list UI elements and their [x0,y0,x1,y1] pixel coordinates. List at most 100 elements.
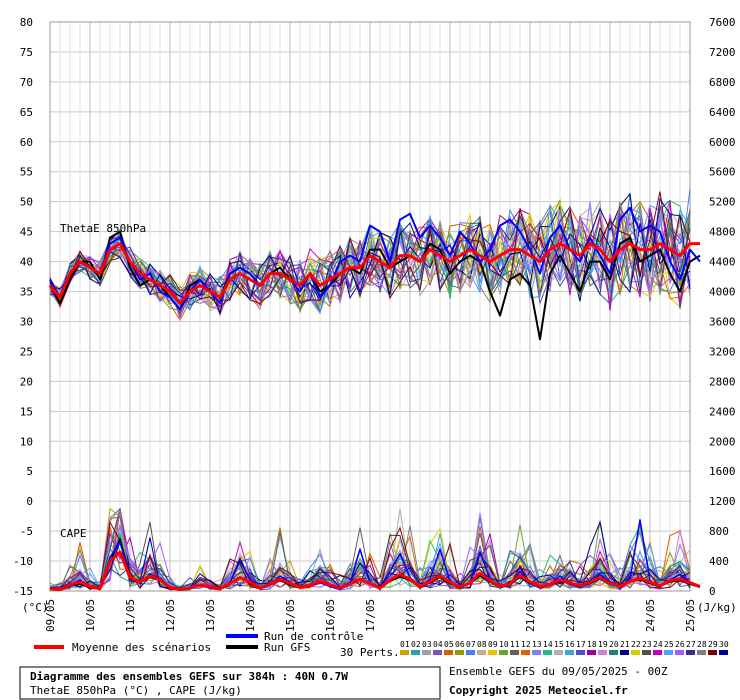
pert-number-label: 10 [499,640,509,649]
pert-color-swatch [609,650,618,655]
y-right-tick-label: 1600 [709,465,736,478]
pert-number-label: 04 [433,640,443,649]
y-right-tick-label: 2800 [709,375,736,388]
x-tick-label: 19/05 [444,599,457,632]
pert-number-label: 24 [653,640,663,649]
control-thetae-line [49,206,701,311]
pert-color-swatch [587,650,596,655]
pert-thetae-line [49,202,691,311]
pert-number-label: 26 [675,640,685,649]
pert-color-swatch [433,650,442,655]
title-box [19,666,441,700]
plot-frame [49,21,691,592]
y-left-tick-label: -5 [20,525,33,538]
pert-color-swatch [499,650,508,655]
pert-number-label: 13 [532,640,542,649]
y-left-tick-label: 80 [20,16,33,29]
pert-color-swatch [664,650,673,655]
y-right-tick-label: 2000 [709,435,736,448]
y-right-unit-label: (J/kg) [697,601,737,614]
y-left-tick-label: 30 [20,315,33,328]
pert-color-swatch [532,650,541,655]
x-tick-label: 16/05 [324,599,337,632]
pert-number-label: 09 [488,640,498,649]
pert-color-swatch [477,650,486,655]
pert-number-label: 30 [719,640,729,649]
pert-color-swatch [521,650,530,655]
y-axis-right: 7600720068006400600056005200480044004000… [709,16,736,598]
pert-number-label: 17 [576,640,586,649]
pert-color-swatch [708,650,717,655]
x-tick-label: 22/05 [564,599,577,632]
y-right-tick-label: 6800 [709,76,736,89]
chart-grid [49,21,691,592]
y-right-tick-label: 6400 [709,106,736,119]
pert-color-swatch [675,650,684,655]
x-tick-label: 13/05 [204,599,217,632]
y-left-tick-label: 10 [20,435,33,448]
x-tick-label: 14/05 [244,599,257,632]
y-left-tick-label: 0 [26,495,33,508]
pert-thetae-line [49,200,691,305]
y-right-tick-label: 400 [709,555,729,568]
y-right-tick-label: 800 [709,525,729,538]
pert-color-swatch [510,650,519,655]
legend-pert-swatches: 01 02 03 04 05 06 07 08 09 10 11 12 13 14 15 16 17 18 19 20… [400,640,729,655]
pert-color-swatch [576,650,585,655]
x-tick-label: 23/05 [604,599,617,632]
cape-panel-label: CAPE [60,527,87,540]
pert-number-label: 28 [697,640,707,649]
pert-number-label: 12 [521,640,531,649]
copyright: Copyright 2025 Meteociel.fr [449,684,628,697]
y-right-tick-label: 1200 [709,495,736,508]
legend: Moyenne des scénarios Run de contrôle Ru… [34,630,729,659]
y-left-tick-label: 25 [20,345,33,358]
y-left-tick-label: 50 [20,196,33,209]
x-tick-label: 10/05 [84,599,97,632]
x-tick-label: 12/05 [164,599,177,632]
pert-number-label: 08 [477,640,487,649]
mean-thetae-line [48,242,700,305]
y-right-tick-label: 5200 [709,196,736,209]
pert-number-label: 27 [686,640,696,649]
pert-color-swatch [598,650,607,655]
pert-number-label: 11 [510,640,520,649]
y-right-tick-label: 3200 [709,345,736,358]
pert-number-label: 22 [631,640,641,649]
pert-number-label: 23 [642,640,652,649]
pert-color-swatch [455,650,464,655]
y-left-tick-label: 75 [20,46,33,59]
pert-number-label: 16 [565,640,575,649]
pert-number-label: 01 [400,640,410,649]
pert-color-swatch [400,650,409,655]
y-left-tick-label: 60 [20,136,33,149]
pert-number-label: 05 [444,640,454,649]
pert-color-swatch [620,650,629,655]
x-tick-label: 21/05 [524,599,537,632]
pert-color-swatch [422,650,431,655]
pert-thetae-line [49,202,691,309]
pert-color-swatch [543,650,552,655]
pert-number-label: 18 [587,640,597,649]
y-left-tick-label: 70 [20,76,33,89]
pert-number-label: 21 [620,640,630,649]
pert-cape-line [49,537,691,591]
pert-thetae-line [49,208,691,308]
pert-color-swatch [554,650,563,655]
pert-number-label: 29 [708,640,718,649]
x-tick-label: 20/05 [484,599,497,632]
y-left-tick-label: 65 [20,106,33,119]
pert-color-swatch [631,650,640,655]
y-right-tick-label: 3600 [709,315,736,328]
y-right-tick-label: 5600 [709,166,736,179]
pert-color-swatch [719,650,728,655]
y-right-tick-label: 4800 [709,226,736,239]
pert-number-label: 19 [598,640,608,649]
y-right-tick-label: 4400 [709,256,736,269]
pert-color-swatch [697,650,706,655]
legend-control-label: Run de contrôle [264,630,363,643]
y-left-tick-label: -15 [13,585,33,598]
pert-number-label: 03 [422,640,432,649]
mean-cape-line [49,550,701,591]
pert-number-label: 06 [455,640,465,649]
